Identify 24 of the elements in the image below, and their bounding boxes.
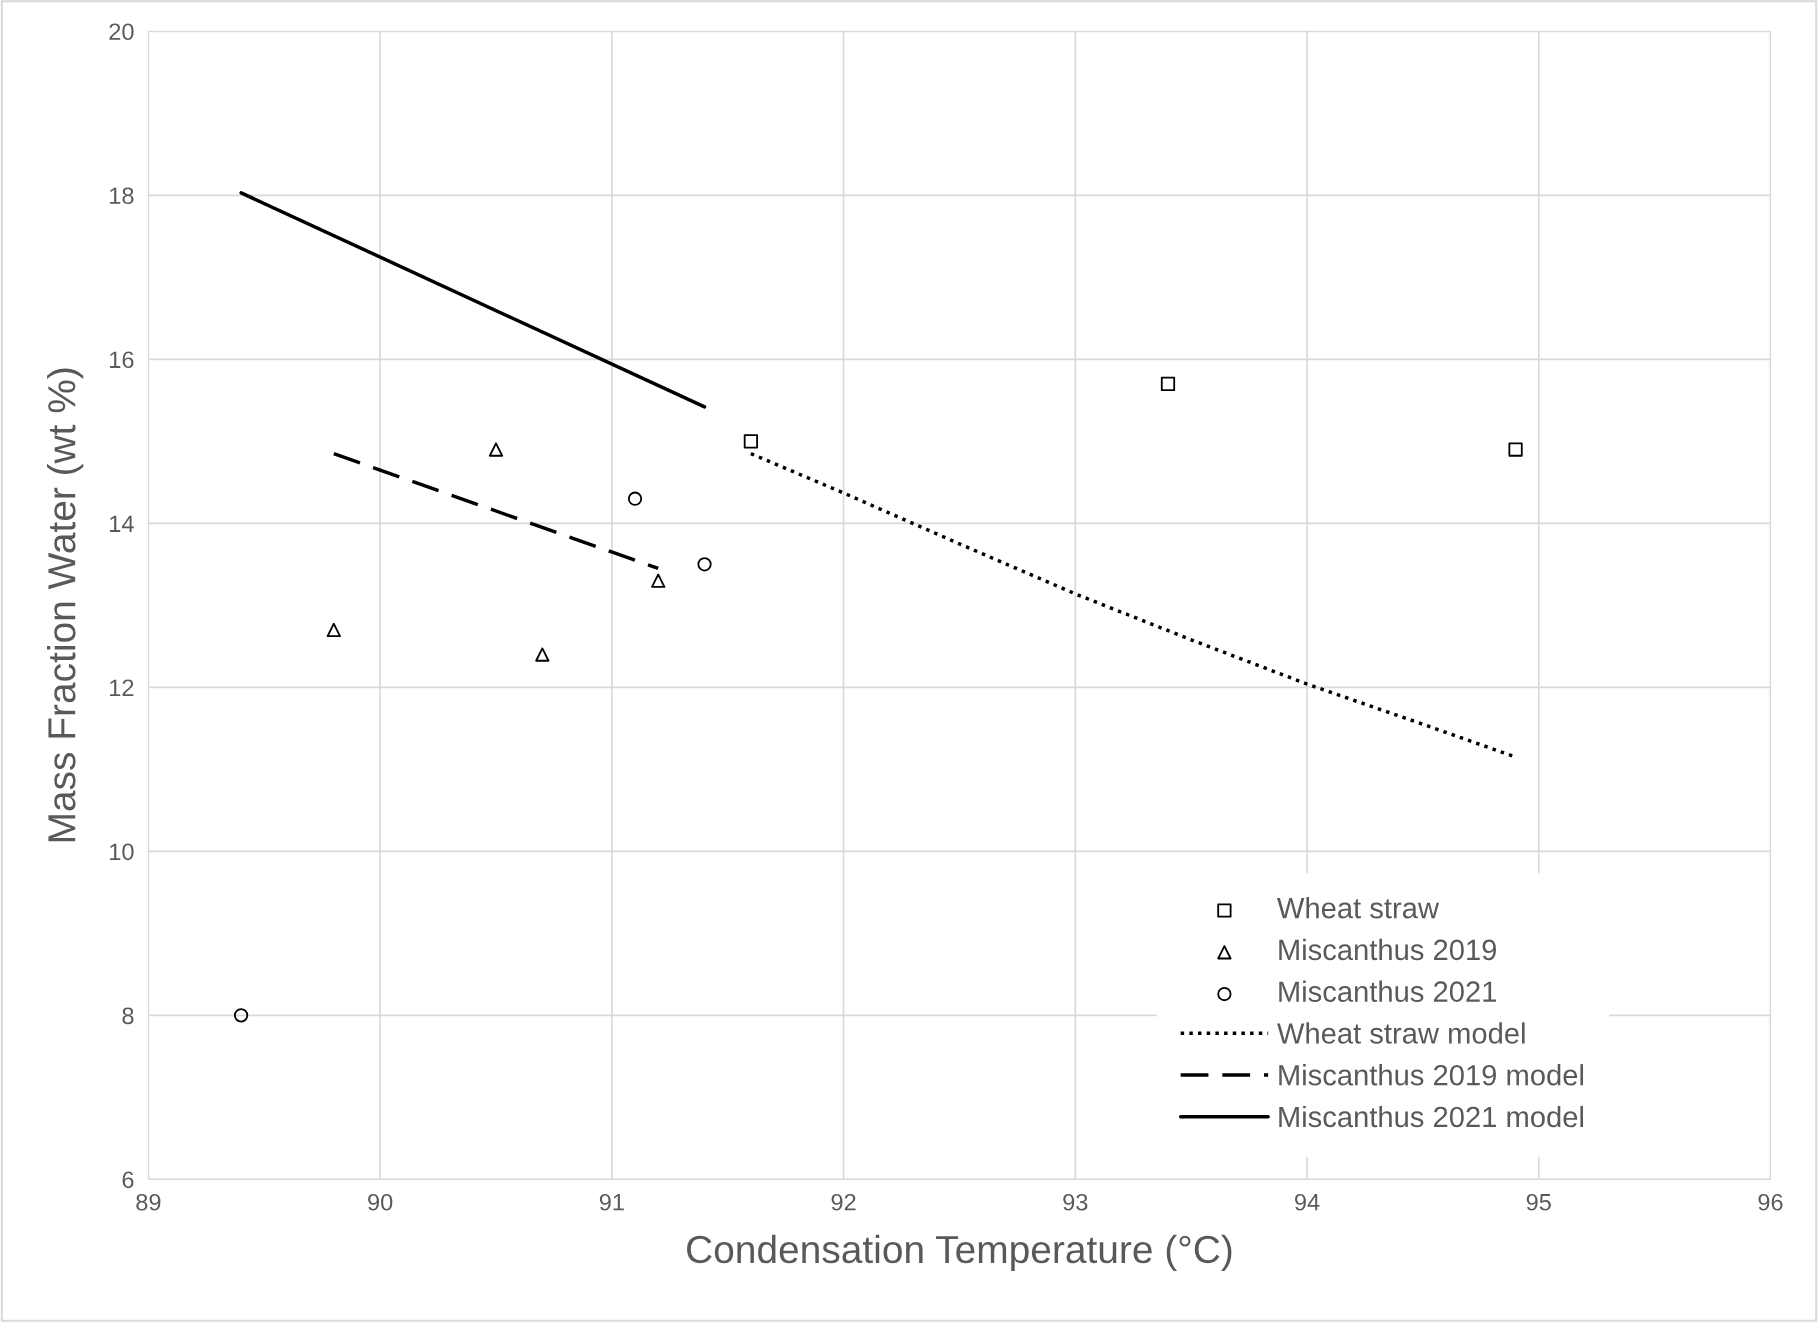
y-tick-label: 10 [110,843,134,861]
y-tick-label: 8 [122,1007,134,1025]
y-tick-label: 18 [110,187,134,205]
legend-label: Wheat straw model [1277,1022,1525,1044]
x-tick-label: 94 [1295,1193,1320,1211]
legend-label: Miscanthus 2019 model [1279,1064,1583,1086]
x-tick-label: 91 [599,1193,624,1211]
y-tick-label: 16 [110,351,134,369]
y-tick-label: 14 [110,515,134,532]
y-tick-label: 20 [109,23,134,41]
y-tick-label: 12 [110,679,134,696]
legend-label: Miscanthus 2019 [1279,938,1497,961]
legend-label: Miscanthus 2021 model [1279,1105,1583,1128]
x-tick-label: 92 [831,1193,856,1211]
x-tick-label: 89 [136,1193,161,1211]
x-tick-label: 96 [1758,1193,1783,1211]
y-axis-title: Mass Fraction Water (wt %) [47,368,84,842]
x-tick-label: 90 [368,1193,393,1211]
legend-label: Wheat straw [1277,897,1440,919]
x-tick-label: 95 [1526,1193,1551,1211]
legend-label: Miscanthus 2021 [1279,980,1496,1002]
x-axis-title: Condensation Temperature (°C) [687,1234,1232,1271]
y-tick-label: 6 [122,1171,134,1189]
x-tick-label: 93 [1063,1193,1088,1211]
